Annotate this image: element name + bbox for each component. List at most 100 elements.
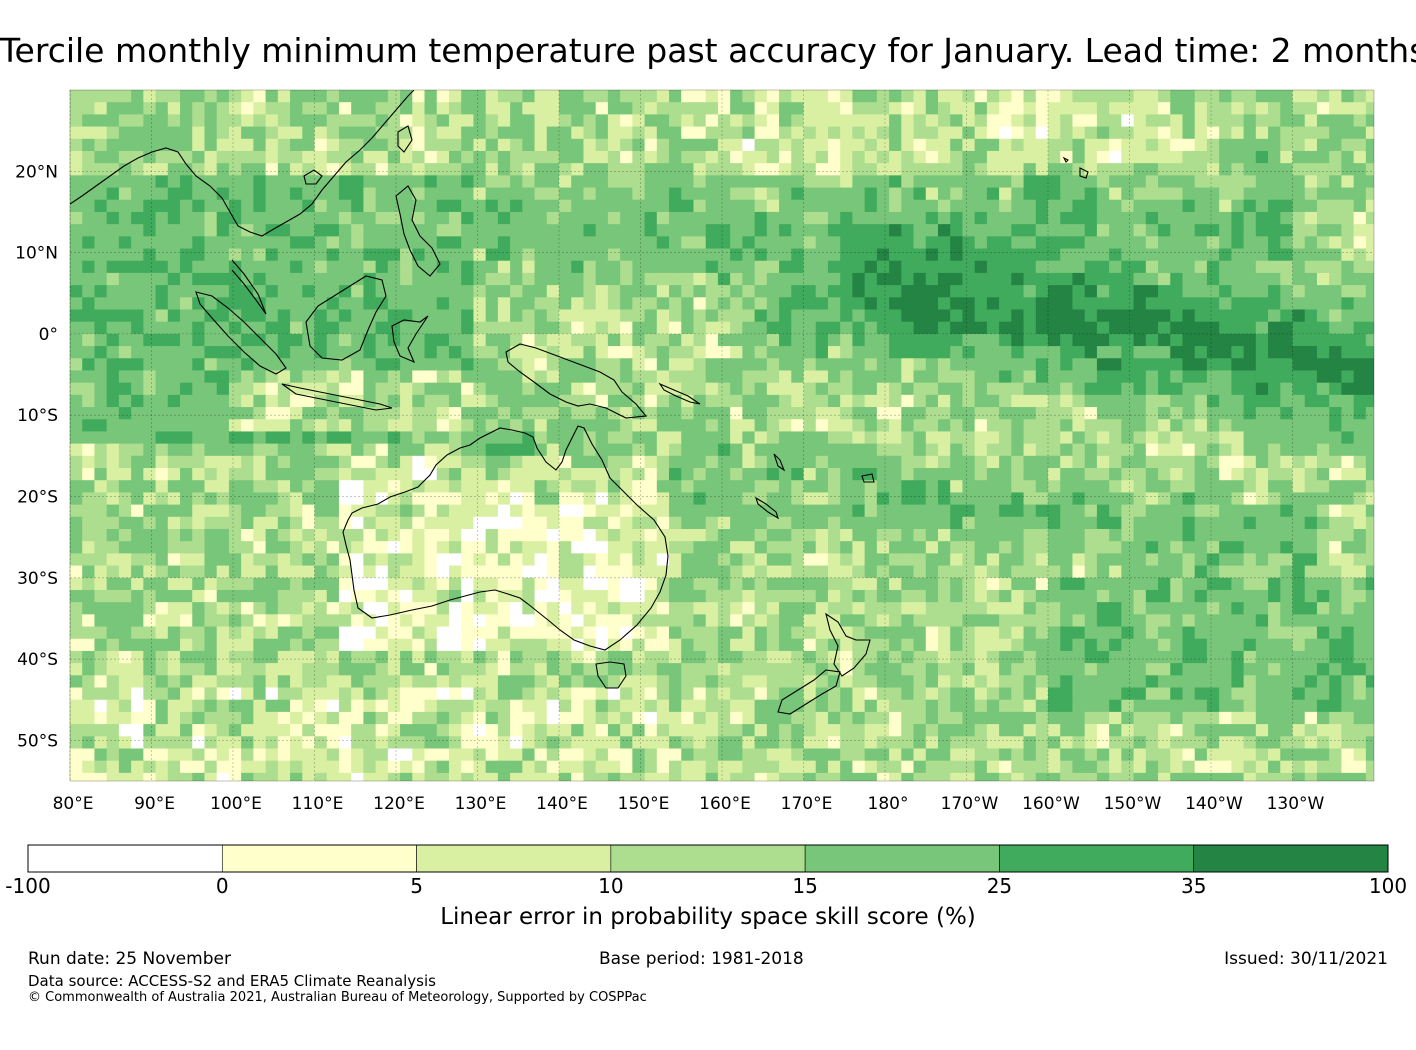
skill-cell: [70, 138, 83, 152]
skill-cell: [522, 150, 536, 164]
skill-cell: [375, 419, 389, 433]
skill-cell: [265, 419, 279, 433]
skill-cell: [571, 297, 585, 311]
skill-cell: [1035, 589, 1049, 603]
skill-cell: [1023, 272, 1037, 286]
skill-cell: [400, 102, 413, 115]
skill-cell: [143, 370, 157, 384]
skill-cell: [1219, 163, 1232, 176]
skill-cell: [717, 297, 731, 311]
skill-cell: [497, 224, 511, 237]
skill-cell: [974, 394, 988, 408]
skill-cell: [717, 163, 731, 176]
skill-cell: [387, 248, 401, 262]
skill-cell: [730, 455, 743, 469]
skill-cell: [754, 407, 768, 420]
skill-cell: [889, 126, 902, 140]
skill-cell: [167, 553, 181, 567]
skill-cell: [1243, 565, 1257, 579]
skill-cell: [290, 455, 303, 469]
skill-cell: [1341, 504, 1355, 518]
skill-cell: [1096, 358, 1110, 372]
skill-cell: [583, 102, 597, 115]
skill-cell: [1206, 419, 1220, 433]
skill-cell: [265, 455, 279, 469]
skill-cell: [387, 297, 401, 311]
skill-cell: [1133, 126, 1147, 140]
skill-cell: [607, 382, 621, 396]
skill-cell: [1231, 541, 1245, 554]
skill-cell: [1231, 126, 1245, 140]
skill-cell: [338, 358, 352, 372]
skill-cell: [1048, 407, 1061, 420]
skill-cell: [791, 260, 805, 274]
skill-cell: [1048, 577, 1061, 591]
skill-cell: [937, 492, 951, 506]
skill-cell: [400, 650, 413, 664]
skill-cell: [522, 309, 536, 323]
skill-cell: [167, 224, 181, 237]
skill-cell: [1035, 492, 1049, 506]
skill-cell: [192, 211, 206, 225]
skill-cell: [94, 492, 108, 506]
skill-cell: [155, 346, 169, 359]
skill-cell: [693, 236, 707, 250]
skill-cell: [1109, 138, 1122, 152]
skill-cell: [1231, 187, 1245, 201]
skill-cell: [583, 650, 597, 664]
skill-cell: [730, 138, 743, 152]
skill-cell: [1329, 138, 1342, 152]
skill-cell: [889, 370, 902, 384]
skill-cell: [889, 468, 902, 481]
skill-cell: [338, 650, 352, 664]
skill-cell: [277, 333, 291, 347]
skill-cell: [607, 358, 621, 372]
skill-cell: [424, 285, 438, 298]
skill-cell: [889, 394, 902, 408]
skill-cell: [277, 419, 291, 433]
skill-cell: [277, 516, 291, 530]
skill-cell: [937, 163, 951, 176]
skill-cell: [1304, 553, 1318, 567]
skill-cell: [1084, 431, 1098, 445]
skill-cell: [1341, 199, 1355, 213]
skill-cell: [1170, 431, 1184, 445]
skill-cell: [1023, 187, 1037, 201]
skill-cell: [889, 321, 902, 335]
skill-cell: [326, 346, 340, 359]
skill-cell: [632, 541, 646, 554]
skill-cell: [693, 163, 707, 176]
skill-cell: [412, 297, 426, 311]
skill-cell: [815, 370, 829, 384]
skill-cell: [461, 297, 475, 311]
skill-cell: [155, 626, 169, 640]
skill-cell: [876, 187, 890, 201]
skill-cell: [1329, 602, 1342, 615]
skill-cell: [180, 614, 193, 628]
skill-cell: [607, 224, 621, 237]
skill-cell: [632, 211, 646, 225]
skill-cell: [338, 370, 352, 384]
skill-cell: [583, 492, 597, 506]
skill-cell: [583, 163, 597, 176]
skill-cell: [986, 480, 1000, 493]
skill-cell: [1035, 394, 1049, 408]
skill-cell: [290, 407, 303, 420]
skill-cell: [192, 394, 206, 408]
skill-cell: [1243, 553, 1257, 567]
skill-cell: [436, 346, 450, 359]
skill-cell: [1011, 431, 1025, 445]
skill-cell: [204, 102, 218, 115]
skill-cell: [1353, 126, 1367, 140]
skill-cell: [815, 516, 829, 530]
skill-cell: [522, 260, 536, 274]
skill-cell: [669, 394, 682, 408]
skill-cell: [326, 516, 340, 530]
skill-cell: [852, 516, 866, 530]
skill-cell: [338, 492, 352, 506]
skill-cell: [1353, 346, 1367, 359]
skill-cell: [277, 114, 291, 128]
skill-cell: [705, 260, 719, 274]
skill-cell: [1048, 90, 1061, 103]
skill-cell: [1084, 285, 1098, 298]
